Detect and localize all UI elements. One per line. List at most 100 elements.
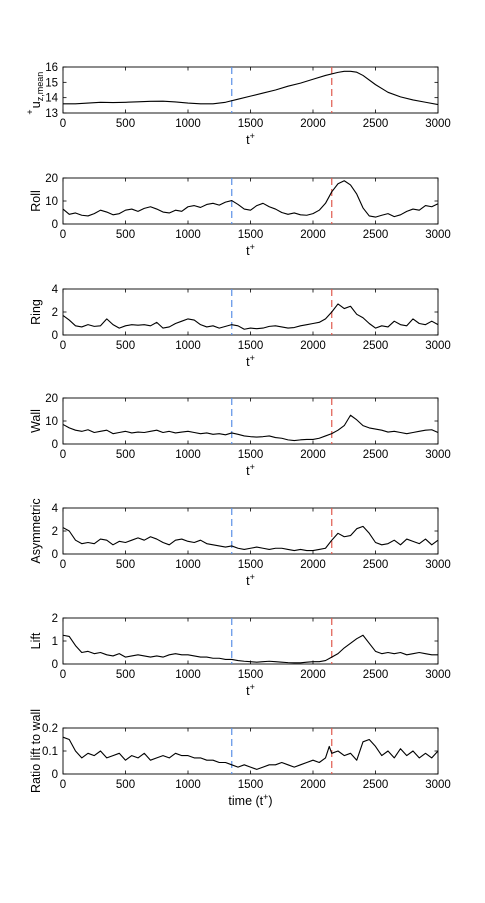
y-tick-label: 1 xyxy=(52,636,58,648)
y-axis-label: Wall xyxy=(29,409,43,433)
axes-frame xyxy=(62,617,439,665)
x-tick-label: 0 xyxy=(60,449,66,461)
y-tick-label: 0.2 xyxy=(42,723,58,735)
y-tick-label: 0 xyxy=(52,549,58,561)
x-tick-label: 1000 xyxy=(175,669,201,681)
panel-2: 0 500 1000 1500 2000 2500 3000 0 10 20 t+ Roll xyxy=(29,173,451,258)
x-axis-label: time (t+) xyxy=(228,792,272,808)
series-line xyxy=(62,634,438,664)
panel-7: 0 500 1000 1500 2000 2500 3000 0 0.1 0.2 time (t+)… xyxy=(29,709,451,808)
series-line xyxy=(63,70,439,106)
x-axis-label-sup: + xyxy=(250,682,255,692)
x-tick-label: 2000 xyxy=(300,118,326,130)
x-axis-label-sup: + xyxy=(250,353,255,363)
y-axis-label-text: u xyxy=(29,101,43,108)
axes-frame xyxy=(62,177,439,225)
x-tick-label: 500 xyxy=(116,449,135,461)
x-axis-label-sup: + xyxy=(250,462,255,472)
x-tick-label: 2500 xyxy=(363,779,389,791)
x-tick-label: 2500 xyxy=(363,449,389,461)
x-tick-label: 500 xyxy=(116,340,135,352)
y-tick-label: 15 xyxy=(45,77,58,89)
x-axis-label-text: t xyxy=(246,464,250,478)
panel-3: 0 500 1000 1500 2000 2500 3000 0 2 4 t+ Ring xyxy=(29,284,451,369)
x-tick-label: 2500 xyxy=(363,669,389,681)
x-tick-label: 500 xyxy=(116,559,135,571)
y-axis-label: Lift xyxy=(29,632,43,649)
x-tick-label: 1000 xyxy=(175,779,201,791)
y-axis-label-text: Lift xyxy=(29,632,43,649)
y-tick-label: 14 xyxy=(45,93,58,105)
x-tick-label: 2000 xyxy=(300,449,326,461)
axes-frame xyxy=(62,66,439,114)
x-axis-label: t+ xyxy=(246,242,255,258)
x-tick-label: 1000 xyxy=(175,340,201,352)
y-tick-label: 0 xyxy=(52,219,58,231)
y-axis-label: uz,mean + xyxy=(25,72,45,115)
y-axis-label-text: Wall xyxy=(29,409,43,433)
y-tick-label: 4 xyxy=(52,503,59,515)
x-tick-label: 2000 xyxy=(300,340,326,352)
x-tick-label: 2500 xyxy=(363,229,389,241)
y-tick-label: 0 xyxy=(52,439,58,451)
x-axis-label-text: t xyxy=(246,133,250,147)
x-tick-label: 1500 xyxy=(238,118,264,130)
axes-frame xyxy=(62,507,439,555)
x-tick-label: 3000 xyxy=(425,340,451,352)
x-tick-label: 0 xyxy=(60,118,66,130)
y-axis-label-text: Ratio lift to wall xyxy=(29,709,43,793)
x-tick-label: 2500 xyxy=(363,559,389,571)
y-axis-label-text: Roll xyxy=(29,190,43,212)
x-tick-label: 1500 xyxy=(238,559,264,571)
x-tick-label: 3000 xyxy=(425,669,451,681)
x-tick-label: 3000 xyxy=(425,779,451,791)
series-line xyxy=(62,525,439,552)
x-tick-label: 500 xyxy=(116,779,135,791)
y-axis-label: Ratio lift to wall xyxy=(29,709,43,793)
y-axis-label-sup: + xyxy=(25,109,35,114)
y-axis-label: Asymmetric xyxy=(29,498,43,563)
x-axis-label: t+ xyxy=(246,131,255,147)
x-tick-label: 2000 xyxy=(300,779,326,791)
y-axis-label-sub: z,mean xyxy=(35,72,45,102)
y-tick-label: 2 xyxy=(52,613,58,625)
x-tick-label: 1500 xyxy=(238,449,264,461)
x-axis-label-text: t xyxy=(246,355,250,369)
x-axis-label-sup: + xyxy=(250,131,255,141)
y-axis-label: Roll xyxy=(29,190,43,212)
y-axis-label: Ring xyxy=(29,299,43,325)
y-tick-label: 13 xyxy=(45,108,58,120)
x-tick-label: 0 xyxy=(60,559,66,571)
y-axis-label-text: Ring xyxy=(29,299,43,325)
series-line xyxy=(62,414,439,442)
x-axis-label: t+ xyxy=(246,462,255,478)
y-tick-label: 0 xyxy=(52,769,58,781)
x-tick-label: 1000 xyxy=(175,229,201,241)
x-tick-label: 500 xyxy=(116,229,135,241)
y-tick-label: 20 xyxy=(45,173,58,185)
y-tick-label: 10 xyxy=(45,416,58,428)
x-tick-label: 1500 xyxy=(238,340,264,352)
y-tick-label: 4 xyxy=(52,284,59,296)
x-axis-label-text: time (t xyxy=(228,794,263,808)
x-tick-label: 2500 xyxy=(363,340,389,352)
x-tick-label: 0 xyxy=(60,229,66,241)
x-tick-label: 0 xyxy=(60,779,66,791)
x-tick-label: 1500 xyxy=(238,229,264,241)
x-tick-label: 2000 xyxy=(300,559,326,571)
x-tick-label: 0 xyxy=(60,669,66,681)
x-axis-label-text: t xyxy=(246,574,250,588)
x-tick-label: 3000 xyxy=(425,559,451,571)
y-tick-label: 0 xyxy=(52,330,58,342)
x-axis-label-text: t xyxy=(246,684,250,698)
series-line xyxy=(62,303,439,330)
x-tick-label: 0 xyxy=(60,340,66,352)
panel-6: 0 500 1000 1500 2000 2500 3000 0 1 2 t+ Lift xyxy=(29,613,451,698)
y-tick-label: 10 xyxy=(45,196,58,208)
x-tick-label: 1000 xyxy=(175,118,201,130)
x-tick-label: 1500 xyxy=(238,669,264,681)
panel-4: 0 500 1000 1500 2000 2500 3000 0 10 20 t+ Wall xyxy=(29,393,451,478)
x-axis-label-sup: + xyxy=(263,792,268,802)
x-axis-label-suffix: ) xyxy=(268,794,272,808)
y-tick-label: 2 xyxy=(52,307,58,319)
